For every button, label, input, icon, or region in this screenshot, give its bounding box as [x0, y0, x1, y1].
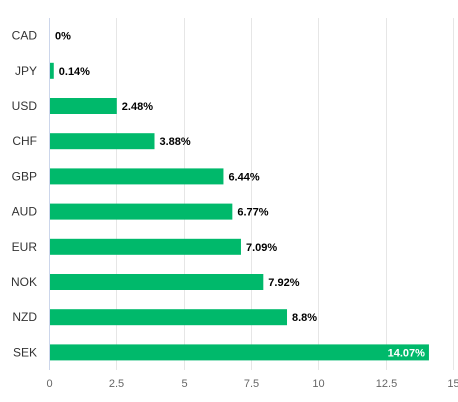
category-label: EUR [12, 240, 38, 254]
x-tick-label: 7.5 [244, 378, 259, 390]
bar-nzd [50, 309, 288, 326]
x-tick-label: 2.5 [109, 378, 124, 390]
category-label: JPY [15, 64, 37, 78]
bar-nok [50, 274, 264, 290]
category-label: USD [12, 99, 38, 113]
x-tick-label: 10 [312, 378, 324, 390]
category-label: AUD [12, 205, 38, 219]
data-labels: 0% 0.14% 2.48% 3.88% 6.44% 6.77% 7.09% 7.92% 8.8… [55, 31, 425, 360]
bars [50, 62, 429, 361]
x-axis-ticks: 0 2.5 5 7.5 10 12.5 15 [46, 378, 458, 390]
data-label: 3.88% [160, 136, 191, 148]
bar-aud [50, 203, 233, 220]
bar-jpy [50, 62, 54, 79]
data-label: 6.44% [228, 171, 259, 183]
category-labels: CAD JPY USD CHF GBP AUD EUR NOK NZD SEK [11, 29, 37, 360]
data-label: 6.77% [237, 207, 268, 219]
grid-lines [49, 18, 454, 370]
category-label: NOK [11, 275, 37, 289]
category-label: SEK [13, 345, 37, 359]
category-label: CHF [12, 134, 37, 148]
bar-sek [50, 344, 429, 361]
bar-usd [50, 98, 117, 114]
bar-chf [50, 133, 155, 150]
x-tick-label: 0 [46, 378, 52, 390]
category-label: CAD [12, 29, 38, 43]
data-label: 0.14% [59, 66, 90, 78]
data-label: 0% [55, 31, 71, 43]
data-label: 14.07% [388, 347, 426, 359]
x-tick-label: 15 [447, 378, 458, 390]
category-label: GBP [12, 169, 37, 183]
bar-gbp [50, 168, 224, 185]
x-tick-label: 12.5 [376, 378, 397, 390]
x-tick-label: 5 [181, 378, 187, 390]
data-label: 2.48% [122, 101, 153, 113]
data-label: 8.8% [292, 312, 317, 324]
data-label: 7.09% [246, 242, 277, 254]
bar-eur [50, 238, 241, 255]
category-label: NZD [12, 310, 37, 324]
data-label: 7.92% [268, 277, 299, 289]
